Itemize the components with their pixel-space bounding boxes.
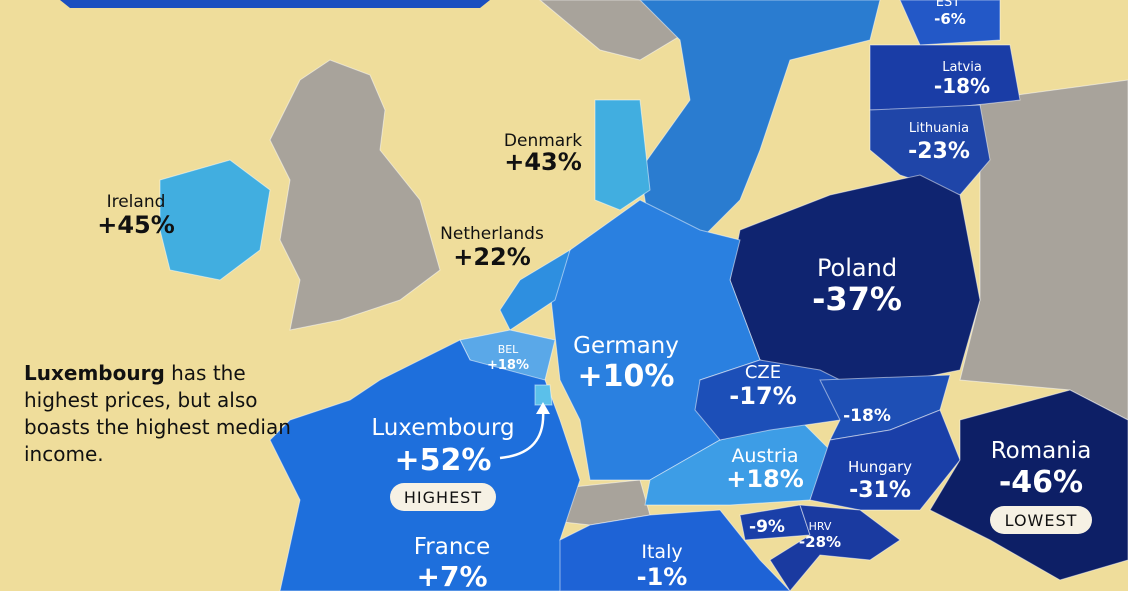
country-value: -23% (908, 139, 970, 164)
non-eu-land (269, 59, 441, 331)
country-name: Netherlands (440, 224, 544, 244)
country-value: +43% (504, 148, 582, 176)
badge (390, 483, 496, 511)
arrow-head (536, 402, 550, 414)
country-name: EST (936, 0, 960, 10)
annotation: Luxembourg has the highest prices, but a… (24, 360, 294, 468)
country (809, 409, 961, 511)
country-name: HRV (809, 520, 832, 533)
country-value: -31% (849, 478, 911, 503)
badge-text: LOWEST (1005, 511, 1078, 530)
country-value: +18% (726, 465, 804, 493)
country (499, 248, 571, 331)
badge (990, 506, 1092, 534)
country-name: Germany (573, 333, 679, 359)
country-name: Hungary (848, 458, 912, 476)
annotation-text: has the highest prices, but also boasts … (24, 361, 291, 466)
country-value: -37% (812, 280, 902, 318)
country (639, 0, 881, 241)
country-value: -17% (729, 382, 796, 410)
country-name: CZE (745, 362, 781, 383)
header-bar (60, 0, 490, 8)
country-value: -9% (749, 517, 785, 537)
country-value: +45% (97, 211, 175, 239)
country-value: -18% (934, 74, 990, 98)
country-name: Poland (817, 254, 897, 282)
arrow (499, 409, 545, 460)
country-name: France (414, 534, 490, 560)
country (769, 504, 901, 591)
country-name: Lithuania (909, 121, 969, 136)
country-value: -18% (843, 406, 891, 426)
country-value: -6% (934, 10, 966, 28)
country (269, 339, 581, 591)
country-name: Latvia (942, 60, 982, 75)
country (899, 0, 1001, 46)
country-name: BEL (498, 343, 519, 356)
country-value: -28% (799, 533, 841, 551)
country (559, 509, 791, 591)
country-value: -46% (999, 465, 1083, 500)
country (534, 384, 553, 406)
country-value: +7% (417, 560, 488, 591)
country (594, 99, 651, 211)
country-value: +52% (395, 443, 492, 478)
country-value: +22% (453, 243, 531, 271)
country-name: Denmark (504, 131, 582, 151)
country-name: Romania (991, 438, 1092, 464)
country-name: Ireland (107, 192, 166, 212)
country-value: +10% (578, 359, 675, 394)
country-value: +18% (487, 358, 529, 373)
country (159, 159, 271, 281)
country-name: Austria (731, 445, 798, 467)
annotation-bold: Luxembourg (24, 361, 165, 385)
country-name: Italy (641, 541, 682, 563)
country-name: Luxembourg (371, 415, 514, 441)
badge-text: HIGHEST (404, 488, 482, 507)
country-value: -1% (637, 563, 688, 591)
